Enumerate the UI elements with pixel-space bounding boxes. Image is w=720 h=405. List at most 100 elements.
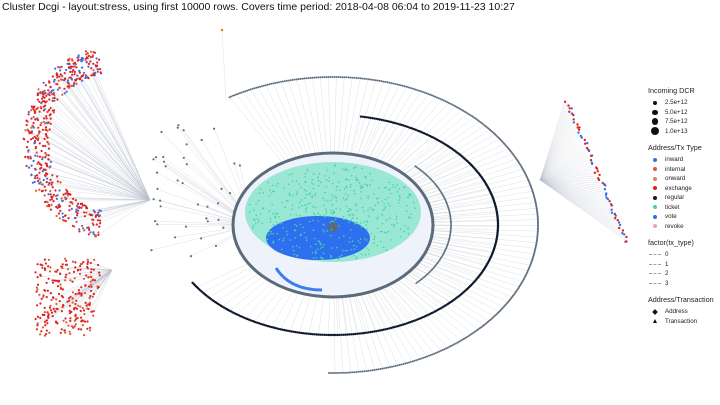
ticket-node [322,246,324,248]
right-fan-node [576,123,579,126]
ticket-node [319,214,322,217]
left-lower-node [68,309,71,312]
ticket-node [373,242,376,244]
left-upper-node [64,192,67,195]
right-fan-edge [539,104,568,181]
ticket-node [295,245,298,247]
left-lower-node [74,306,77,309]
ticket-node [372,208,375,211]
left-upper-node [76,59,80,62]
left-upper-node [35,174,39,177]
ticket-node [325,186,328,188]
left-lower-node [87,276,90,279]
ticket-node [366,228,369,230]
middle-ring-node [386,119,389,123]
outer-ring-node [394,83,397,85]
outer-ring-node [283,80,286,83]
ticket-node [318,173,321,175]
ticket-node [270,192,273,194]
left-lower-node [86,267,89,270]
left-lower-node [80,328,83,331]
left-upper-node [74,199,77,202]
outer-ring-node [412,88,415,90]
left-upper-node [49,91,53,94]
ticket-node [391,223,393,226]
ticket-node [282,239,285,242]
right-fan-edge [539,126,577,181]
left-upper-node [52,80,56,83]
ticket-node [381,222,384,225]
left-upper-node [78,230,81,233]
ticket-node [324,208,327,210]
outer-ring-node [276,81,279,84]
middle-ring-node [384,328,387,331]
right-fan-node [595,167,599,170]
ticket-node [304,204,306,206]
ticket-node [301,199,303,201]
outer-ring-node [465,111,468,114]
middle-ring-node [352,333,355,336]
left-lower-node [66,300,69,303]
ticket-node [254,219,256,221]
outer-ring-node [270,82,273,85]
ticket-node [342,168,344,171]
ticket-node [255,203,258,205]
outer-ring-node [280,80,282,83]
outer-ring-node [537,223,539,225]
left-lower-node [39,316,42,320]
ticket-node [363,210,365,212]
left-lower-node [61,306,64,309]
ticket-node [271,184,274,187]
ticket-node [359,185,362,187]
left-lower-node [88,285,91,288]
outer-ring-node [387,366,390,369]
left-upper-node [59,209,62,212]
ticket-node [321,257,323,259]
outer-ring-node [307,77,310,80]
ticket-node [267,234,270,236]
left-upper-node [32,126,35,129]
ticket-node [373,235,376,238]
left-upper-node [70,84,73,87]
left-upper-node [46,173,49,176]
ticket-node [315,257,318,259]
ticket-node [376,244,379,247]
left-upper-node [24,129,27,132]
ticket-node [366,239,368,241]
left-upper-node [45,115,48,118]
right-fan-edge [539,179,606,196]
ticket-node [374,204,377,207]
middle-ring-node [328,333,332,337]
left-upper-edge [49,99,151,201]
left-upper-node [56,180,59,183]
right-fan-node [587,149,591,153]
left-lower-node [56,322,59,325]
outer-ring-node [478,120,481,123]
left-upper-node [24,155,27,159]
left-upper-node [67,217,70,220]
middle-ring-node [338,333,341,337]
left-upper-node [59,73,62,76]
outer-ring-node [264,84,267,87]
left-upper-node [63,72,66,75]
left-lower-node [71,280,74,283]
left-lower-node [82,319,85,322]
bridge-node [182,156,185,159]
left-upper-node [26,155,29,158]
legend-type-item-label: internal [665,165,686,173]
right-fan-edge [539,179,619,226]
left-upper-node [84,74,87,77]
ticket-node [346,218,348,220]
outer-ring-node [371,369,374,372]
left-upper-node [52,111,56,114]
left-upper-edge [87,53,151,201]
ticket-node [353,189,355,192]
ticket-node [309,192,311,194]
legend-shape-item-key [648,308,662,315]
right-fan-edge [539,179,615,217]
ticket-node [381,214,383,216]
left-lower-node [56,269,59,272]
left-lower-node [55,307,58,310]
ticket-node [399,196,401,199]
ticket-node [410,217,412,219]
